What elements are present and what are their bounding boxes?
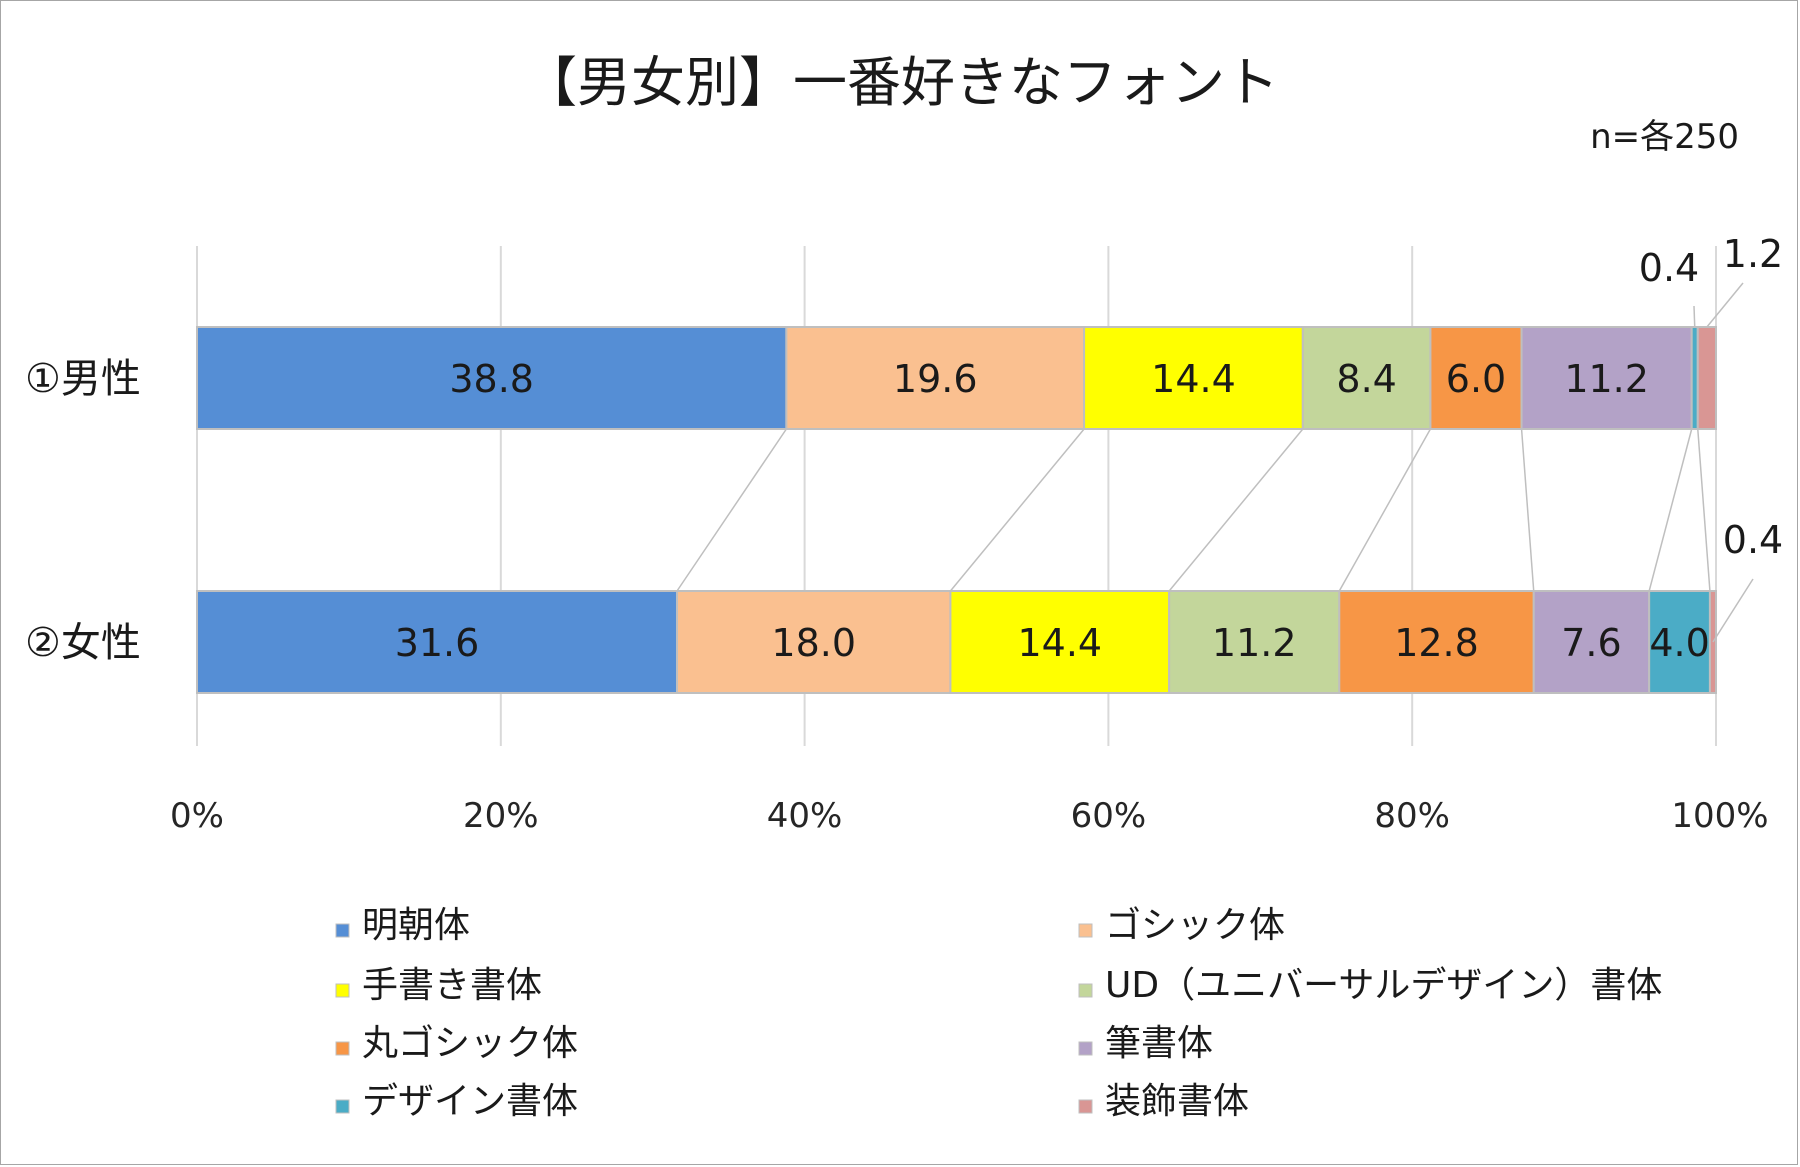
- data-label: 14.4: [1017, 621, 1102, 665]
- legend-label: 明朝体: [362, 905, 470, 946]
- legend-swatch: [1078, 983, 1093, 998]
- data-label: 38.8: [449, 357, 534, 401]
- legend-label: 丸ゴシック体: [362, 1023, 578, 1064]
- bar-segment: [1083, 326, 1304, 430]
- legend-label: UD（ユニバーサルデザイン）書体: [1105, 965, 1662, 1006]
- data-label: 7.6: [1561, 621, 1621, 665]
- bar-segment: [676, 590, 952, 694]
- bar-segment: [1520, 326, 1693, 430]
- legend-swatch: [335, 1099, 350, 1114]
- connector-line: [1697, 428, 1711, 592]
- data-labels: 38.8 31.6 19.6 18.0 14.4 14.4 8.4 11.2 6.0 12.8 11…: [395, 232, 1784, 665]
- data-label: 19.6: [893, 357, 978, 401]
- bar-segment: [949, 590, 1171, 694]
- data-label-leader: [1693, 305, 1696, 328]
- data-label: 1.2: [1723, 232, 1783, 276]
- legend-swatch: [335, 923, 350, 938]
- x-tick-label: 60%: [1071, 796, 1147, 836]
- connector-line: [1168, 428, 1304, 592]
- data-label: 11.2: [1564, 357, 1649, 401]
- data-label-leader: [1706, 282, 1744, 328]
- data-label: 8.4: [1336, 357, 1396, 401]
- data-label: 6.0: [1446, 357, 1506, 401]
- data-label: 31.6: [395, 621, 480, 665]
- bars: [196, 326, 1717, 694]
- category-label: ①男性: [25, 356, 141, 402]
- bar-segment: [1708, 590, 1717, 694]
- connector-line: [676, 428, 787, 592]
- legend-swatch: [1078, 923, 1093, 938]
- legend-swatch: [1078, 1099, 1093, 1114]
- connector-line: [1520, 428, 1535, 592]
- legend-label: 筆書体: [1105, 1023, 1213, 1064]
- connector-line: [1338, 428, 1432, 592]
- series-connector-lines: [676, 428, 1711, 592]
- axes: 0% 20% 40% 60% 80% 100% ①男性 ②女性: [25, 356, 1769, 836]
- x-tick-label: 80%: [1374, 796, 1450, 836]
- legend-label: ゴシック体: [1105, 905, 1285, 946]
- data-label: 4.0: [1649, 621, 1709, 665]
- legend-swatch: [335, 1041, 350, 1056]
- bar-segment: [1168, 590, 1341, 694]
- legend-label: 手書き書体: [362, 965, 542, 1006]
- bar-segment: [1301, 326, 1432, 430]
- data-label: 12.8: [1394, 621, 1479, 665]
- data-label: 0.4: [1723, 518, 1783, 562]
- legend-label: デザイン書体: [362, 1081, 578, 1122]
- data-label-leader: [1712, 578, 1754, 643]
- sample-size-note: n=各250: [1590, 117, 1739, 157]
- bar-segment: [196, 326, 788, 430]
- x-tick-label: 20%: [463, 796, 539, 836]
- data-label: 18.0: [771, 621, 856, 665]
- data-label: 14.4: [1151, 357, 1236, 401]
- connector-line: [949, 428, 1085, 592]
- bar-segment: [1532, 590, 1651, 694]
- bar-segment: [1338, 590, 1535, 694]
- x-tick-label: 0%: [170, 796, 224, 836]
- data-label: 0.4: [1639, 246, 1699, 290]
- chart-title: 【男女別】一番好きなフォント: [523, 51, 1279, 114]
- data-label: 11.2: [1212, 621, 1297, 665]
- category-label: ②女性: [25, 620, 141, 666]
- legend-label: 装飾書体: [1105, 1081, 1249, 1122]
- x-tick-label: 100%: [1671, 796, 1768, 836]
- connector-line: [1648, 428, 1693, 592]
- x-tick-label: 40%: [767, 796, 843, 836]
- bar-segment: [1696, 326, 1717, 430]
- bar-segment: [1429, 326, 1523, 430]
- legend-swatch: [335, 983, 350, 998]
- legend-swatch: [1078, 1041, 1093, 1056]
